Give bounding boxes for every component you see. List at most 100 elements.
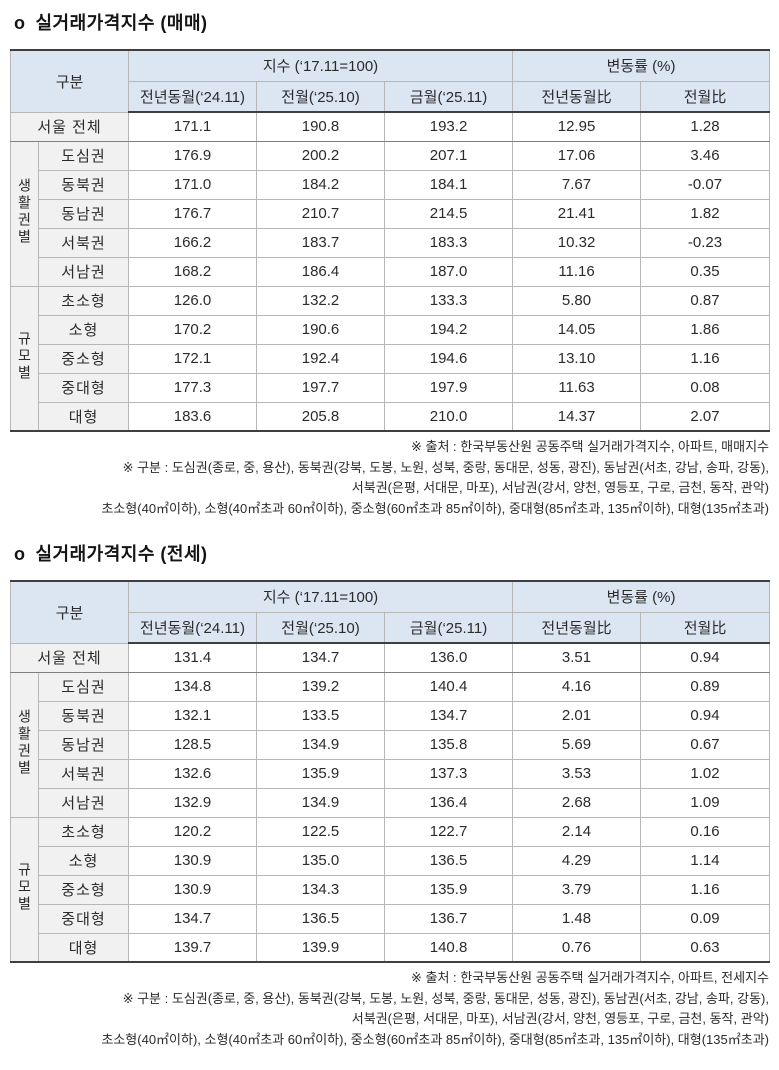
value-cell: 0.35	[640, 256, 771, 287]
value-cell: 168.2	[128, 256, 258, 287]
row-label: 중소형	[37, 874, 130, 905]
column-group-index: 지수 (‘17.11=100)	[128, 49, 514, 82]
value-cell: 132.6	[128, 758, 258, 789]
footnote-region-definition: ※ 구분 : 도심권(종로, 중, 용산), 동북권(강북, 도봉, 노원, 성…	[122, 459, 769, 475]
value-cell: 200.2	[256, 140, 386, 171]
row-group-label-text: 규모별	[16, 330, 33, 382]
value-cell: 140.4	[384, 671, 514, 702]
row-group-label-text: 생활권별	[16, 177, 33, 246]
row-group-label: 생활권별	[10, 140, 39, 287]
value-cell: 134.9	[256, 787, 386, 818]
value-cell: 122.7	[384, 816, 514, 847]
section-sale: o 실거래가격지수 (매매) 구분 지수 (‘17.11=100) 변동률 (%)…	[9, 9, 771, 519]
column-header-prev-month: 전월(‘25.10)	[256, 611, 386, 644]
row-label: 서울 전체	[9, 642, 130, 673]
section-title-jeonse: o 실거래가격지수 (전세)	[14, 540, 769, 566]
value-cell: 4.16	[512, 671, 642, 702]
table-header: 구분 지수 (‘17.11=100) 변동률 (%) 전년동월(‘24.11) …	[9, 580, 771, 644]
value-cell: 3.46	[640, 140, 771, 171]
section-jeonse: o 실거래가격지수 (전세) 구분 지수 (‘17.11=100) 변동률 (%)…	[9, 540, 771, 1050]
table-row: 중소형 130.9 134.3 135.9 3.79 1.16	[11, 874, 771, 905]
row-label: 동남권	[37, 198, 130, 229]
footnotes-sale: ※ 출처 : 한국부동산원 공동주택 실거래가격지수, 아파트, 매매지수 ※ …	[10, 437, 769, 519]
value-cell: 0.63	[640, 932, 771, 963]
table-row: 중대형 134.7 136.5 136.7 1.48 0.09	[11, 903, 771, 934]
value-cell: 1.48	[512, 903, 642, 934]
value-cell: 192.4	[256, 343, 386, 374]
value-cell: 184.2	[256, 169, 386, 200]
column-header-mom-change: 전월比	[640, 80, 771, 113]
value-cell: 134.8	[128, 671, 258, 702]
price-index-table-jeonse: 구분 지수 (‘17.11=100) 변동률 (%) 전년동월(‘24.11) …	[9, 580, 771, 963]
value-cell: 170.2	[128, 314, 258, 345]
footnote-region-definition: ※ 구분 : 도심권(종로, 중, 용산), 동북권(강북, 도봉, 노원, 성…	[122, 990, 769, 1006]
value-cell: 1.09	[640, 787, 771, 818]
table-header: 구분 지수 (‘17.11=100) 변동률 (%) 전년동월(‘24.11) …	[9, 49, 771, 113]
value-cell: 176.7	[128, 198, 258, 229]
table-row: 대형 183.6 205.8 210.0 14.37 2.07	[11, 401, 771, 432]
column-group-change: 변동률 (%)	[512, 580, 771, 613]
footnote-source: ※ 출처 : 한국부동산원 공동주택 실거래가격지수, 아파트, 전세지수	[411, 970, 769, 985]
row-group-label-text: 규모별	[16, 861, 33, 913]
value-cell: 0.67	[640, 729, 771, 760]
value-cell: 2.68	[512, 787, 642, 818]
value-cell: -0.07	[640, 169, 771, 200]
column-header-gubun: 구분	[9, 49, 130, 113]
value-cell: 130.9	[128, 874, 258, 905]
row-label: 초소형	[37, 816, 130, 847]
column-header-gubun: 구분	[9, 580, 130, 644]
value-cell: 183.7	[256, 227, 386, 258]
value-cell: 140.8	[384, 932, 514, 963]
value-cell: 172.1	[128, 343, 258, 374]
value-cell: 2.07	[640, 401, 771, 432]
table-row: 서남권 168.2 186.4 187.0 11.16 0.35	[11, 256, 771, 287]
value-cell: 137.3	[384, 758, 514, 789]
value-cell: 132.1	[128, 700, 258, 731]
value-cell: 1.28	[640, 111, 771, 142]
value-cell: 135.0	[256, 845, 386, 876]
table-row: 동남권 176.7 210.7 214.5 21.41 1.82	[11, 198, 771, 229]
value-cell: -0.23	[640, 227, 771, 258]
row-label: 서북권	[37, 758, 130, 789]
value-cell: 11.63	[512, 372, 642, 403]
value-cell: 1.14	[640, 845, 771, 876]
value-cell: 12.95	[512, 111, 642, 142]
value-cell: 14.05	[512, 314, 642, 345]
footnote-size-definition: 초소형(40㎡이하), 소형(40㎡초과 60㎡이하), 중소형(60㎡초과 8…	[101, 1031, 769, 1047]
value-cell: 171.1	[128, 111, 258, 142]
value-cell: 139.9	[256, 932, 386, 963]
row-label: 도심권	[37, 140, 130, 171]
value-cell: 0.76	[512, 932, 642, 963]
footnote-size-definition: 초소형(40㎡이하), 소형(40㎡초과 60㎡이하), 중소형(60㎡초과 8…	[101, 500, 769, 516]
value-cell: 131.4	[128, 642, 258, 673]
value-cell: 5.80	[512, 285, 642, 316]
value-cell: 136.5	[384, 845, 514, 876]
row-label: 중대형	[37, 372, 130, 403]
footnote-region-definition-cont: 서북권(은평, 서대문, 마포), 서남권(강서, 양천, 영등포, 구로, 금…	[351, 1011, 769, 1026]
column-header-prev-month: 전월(‘25.10)	[256, 80, 386, 113]
value-cell: 4.29	[512, 845, 642, 876]
value-cell: 133.3	[384, 285, 514, 316]
value-cell: 1.82	[640, 198, 771, 229]
value-cell: 139.2	[256, 671, 386, 702]
value-cell: 176.9	[128, 140, 258, 171]
value-cell: 136.0	[384, 642, 514, 673]
table-body: 서울 전체 171.1 190.8 193.2 12.95 1.28 생활권별 도심권 176.…	[9, 111, 771, 432]
value-cell: 14.37	[512, 401, 642, 432]
value-cell: 0.87	[640, 285, 771, 316]
value-cell: 166.2	[128, 227, 258, 258]
column-header-yoy-change: 전년동월比	[512, 80, 642, 113]
value-cell: 197.7	[256, 372, 386, 403]
value-cell: 134.9	[256, 729, 386, 760]
value-cell: 3.79	[512, 874, 642, 905]
value-cell: 1.16	[640, 343, 771, 374]
value-cell: 187.0	[384, 256, 514, 287]
value-cell: 122.5	[256, 816, 386, 847]
value-cell: 171.0	[128, 169, 258, 200]
row-group-label: 규모별	[10, 816, 39, 963]
row-label: 중대형	[37, 903, 130, 934]
row-label: 초소형	[37, 285, 130, 316]
value-cell: 190.8	[256, 111, 386, 142]
value-cell: 126.0	[128, 285, 258, 316]
value-cell: 135.9	[384, 874, 514, 905]
